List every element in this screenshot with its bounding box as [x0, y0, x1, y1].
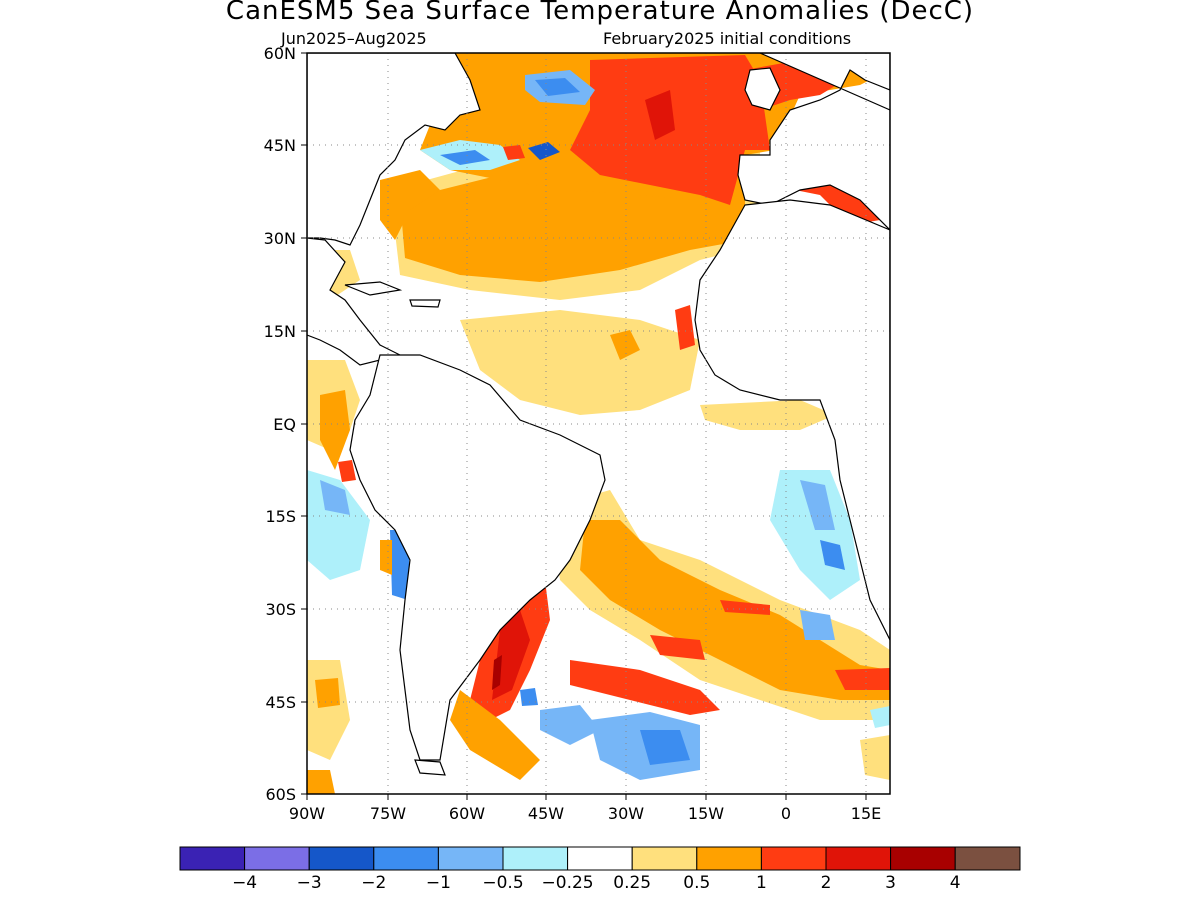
lat-label: EQ — [273, 415, 296, 434]
colorbar-label: −2 — [361, 873, 386, 893]
colorbar-swatch — [631, 846, 698, 871]
colorbar-swatch — [308, 846, 375, 871]
map-title: CanESM5 Sea Surface Temperature Anomalie… — [225, 0, 975, 26]
colorbar: −4 −3 −2 −1 −0.5 −0.25 0.25 0.5 1 2 3 4 — [179, 846, 1021, 893]
lon-label: 75W — [370, 804, 406, 823]
land-masses — [307, 53, 890, 776]
colorbar-label: −1 — [426, 873, 451, 893]
colorbar-label: 3 — [885, 873, 896, 893]
colorbar-swatch — [179, 846, 246, 871]
lon-label: 0 — [781, 804, 791, 823]
colorbar-label: 2 — [821, 873, 832, 893]
colorbar-swatch — [567, 846, 633, 871]
lon-label: 15E — [851, 804, 881, 823]
colorbar-label: −3 — [297, 873, 322, 893]
lat-label: 15S — [265, 507, 296, 526]
colorbar-label: 1 — [756, 873, 767, 893]
lat-label: 45S — [265, 693, 296, 712]
lon-label: 60W — [449, 804, 485, 823]
caribbean-island — [344, 281, 403, 296]
north-america-land — [307, 53, 481, 246]
tierra-del-fuego — [414, 759, 446, 776]
initial-conditions: February2025 initial conditions — [603, 29, 852, 48]
axis-ticks — [301, 52, 867, 800]
colorbar-label: −4 — [232, 873, 257, 893]
colorbar-swatch — [502, 846, 569, 871]
lat-label: 30N — [264, 229, 296, 248]
lat-label: 60N — [264, 44, 296, 63]
lon-label: 45W — [528, 804, 564, 823]
africa-land — [694, 199, 890, 641]
lat-label: 15N — [264, 322, 296, 341]
anomaly-field — [307, 53, 890, 794]
lat-label: 45N — [264, 136, 296, 155]
colorbar-swatch — [825, 846, 892, 871]
central-america-land — [307, 237, 402, 366]
colorbar-swatch — [696, 846, 762, 871]
longitude-labels: 90W 75W 60W 45W 30W 15W 0 15E — [289, 804, 881, 823]
south-america-land — [349, 354, 606, 761]
lon-label: 30W — [608, 804, 644, 823]
colorbar-label: 0.25 — [613, 873, 651, 893]
lat-label: 30S — [265, 600, 296, 619]
colorbar-swatch — [954, 846, 1021, 871]
colorbar-label: −0.5 — [482, 873, 523, 893]
caribbean-island — [409, 299, 441, 308]
colorbar-swatch — [890, 846, 956, 871]
uk-island — [744, 67, 781, 111]
lat-label: 60S — [265, 785, 296, 804]
latitude-labels: 60N 45N 30N 15N EQ 15S 30S 45S 60S — [264, 44, 296, 804]
europe-land — [737, 53, 890, 231]
colorbar-label: 4 — [950, 873, 961, 893]
colorbar-label: −0.25 — [542, 873, 594, 893]
colorbar-label: 0.5 — [683, 873, 710, 893]
lon-label: 90W — [289, 804, 325, 823]
colorbar-swatch — [373, 846, 439, 871]
colorbar-swatch — [760, 846, 827, 871]
colorbar-swatch — [437, 846, 504, 871]
forecast-period: Jun2025–Aug2025 — [281, 29, 427, 48]
colorbar-swatch — [244, 846, 310, 871]
lon-label: 15W — [688, 804, 724, 823]
